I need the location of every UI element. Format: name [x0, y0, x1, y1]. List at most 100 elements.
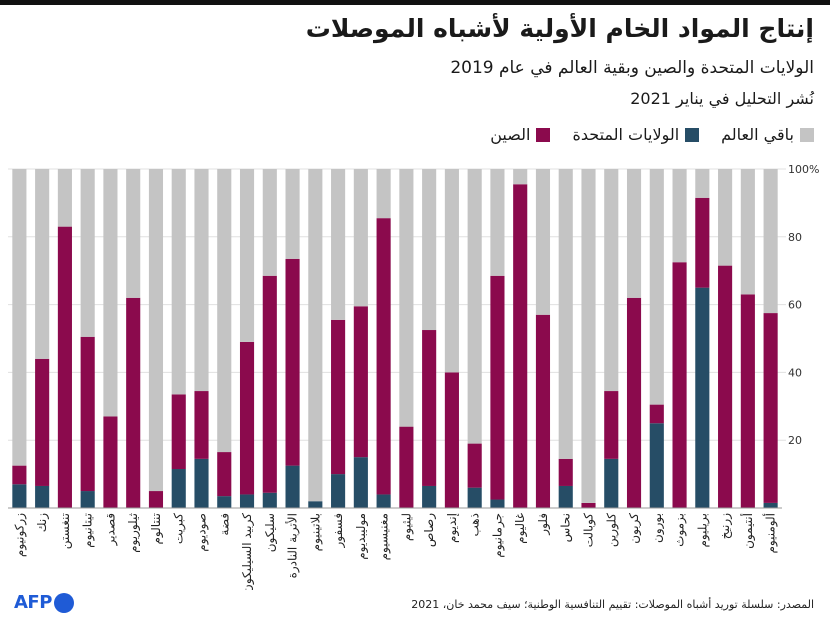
bar-segment-china: [353, 306, 368, 458]
bar-segment-china: [558, 458, 573, 486]
x-tick-label: رصاص: [422, 513, 437, 547]
bar-segment-rest: [12, 169, 27, 466]
bar-segment-rest: [422, 169, 437, 331]
bar-segment-rest: [581, 169, 596, 503]
bar-segment-usa: [12, 484, 27, 508]
bar-segment-china: [103, 416, 118, 508]
x-tick-label: ليثيوم: [399, 513, 414, 541]
legend-swatch-usa: [685, 127, 700, 142]
bar-segment-rest: [467, 169, 482, 444]
bar-segment-china: [148, 491, 164, 508]
x-tick-label: صوديوم: [195, 513, 210, 552]
bar-segment-usa: [194, 458, 209, 508]
bar-segment-rest: [718, 169, 733, 266]
bar-segment-usa: [695, 287, 710, 508]
bar-segment-china: [672, 262, 687, 508]
bar-segment-china: [285, 258, 300, 466]
bar-segment-usa: [331, 474, 346, 508]
bar-segment-china: [604, 391, 619, 459]
x-tick-label: أنتيمون: [740, 513, 756, 549]
bar-segment-china: [422, 330, 437, 486]
bar-segment-usa: [239, 494, 255, 508]
stacked-bar-chart: 20 40 60 80 100% زركونيوم زنك تنغستن تيتانيوم قصد…: [8, 163, 819, 590]
bar-segment-china: [626, 297, 642, 508]
bar-segment-china: [12, 465, 27, 485]
bar-segment-usa: [353, 457, 368, 508]
publication-note: نُشر التحليل في يناير 2021: [630, 89, 814, 108]
bar-segment-rest: [604, 169, 619, 392]
bar-segment-rest: [217, 169, 232, 453]
bar-segment-usa: [308, 501, 323, 508]
bar-segment-usa: [35, 485, 50, 508]
bar-segment-china: [217, 452, 232, 497]
bar-segment-usa: [80, 491, 95, 508]
bar-segment-china: [376, 218, 391, 495]
bar-segment-rest: [490, 169, 505, 276]
bar-segment-usa: [262, 492, 277, 508]
bar-segment-china: [467, 443, 482, 488]
bar-segment-rest: [239, 169, 255, 342]
bar-segment-rest: [558, 169, 573, 459]
top-rule: [0, 0, 830, 5]
bar-segment-china: [740, 294, 755, 508]
x-tick-label: غاليوم: [513, 513, 528, 544]
bar-segment-china: [239, 341, 255, 495]
y-tick-label: 20: [788, 434, 802, 447]
x-tick-label: ألومنيوم: [763, 513, 779, 554]
chart-title: إنتاج المواد الخام الأولية لأشباه الموصل…: [305, 14, 814, 43]
bar-segment-usa: [285, 465, 300, 508]
bar-segment-rest: [103, 169, 118, 417]
bar-segment-rest: [353, 169, 368, 307]
bar-segment-rest: [399, 169, 414, 427]
bar-segment-usa: [490, 499, 505, 508]
bar-segment-usa: [171, 469, 186, 508]
bar-segment-rest: [626, 169, 642, 298]
x-tick-label: تيتانيوم: [81, 513, 96, 548]
bar-segment-china: [57, 226, 72, 508]
bar-segment-china: [126, 297, 141, 508]
x-tick-label: كربون: [627, 513, 642, 544]
x-tick-label: مغنيسيوم: [377, 513, 392, 560]
x-tick-label: بزموث: [673, 513, 688, 547]
x-tick-label: زنك: [35, 513, 50, 532]
legend-item-china: الصين: [490, 125, 551, 144]
bar-segment-china: [581, 502, 596, 508]
bar-segment-rest: [57, 169, 72, 227]
bar-segment-china: [649, 404, 664, 424]
x-tick-label: قصدير: [103, 513, 118, 546]
bar-segment-china: [399, 426, 414, 508]
x-tick-label: نحاس: [559, 513, 574, 542]
bar-segment-rest: [80, 169, 95, 337]
bar-segment-rest: [444, 169, 459, 373]
legend-item-rest: باقي العالم: [721, 125, 814, 144]
legend-item-usa: الولايات المتحدة: [572, 125, 700, 144]
bar-segment-rest: [331, 169, 346, 320]
x-tick-label: ثيلوريوم: [126, 513, 141, 553]
bar-segment-rest: [376, 169, 391, 219]
bar-segment-usa: [558, 485, 573, 508]
bar-segment-rest: [262, 169, 277, 276]
bar-segment-china: [331, 319, 346, 475]
legend-label-usa: الولايات المتحدة: [572, 125, 680, 144]
legend-label-rest: باقي العالم: [721, 125, 794, 144]
x-tick-label: فضة: [217, 513, 231, 536]
bar-segment-usa: [467, 487, 482, 508]
bar-segment-china: [171, 394, 186, 470]
bar-segment-china: [444, 372, 459, 508]
x-tick-label: فلور: [536, 513, 551, 536]
x-tick-label: زركونيوم: [12, 513, 27, 557]
bar-segment-china: [262, 275, 277, 493]
x-tick-label: الأتربة النادرة: [285, 513, 301, 578]
bar-segment-rest: [285, 169, 300, 259]
x-tick-label: سليكون: [263, 513, 278, 552]
x-tick-label: تنغستن: [58, 513, 73, 549]
bar-segment-china: [763, 313, 778, 503]
bar-segment-china: [513, 184, 528, 508]
bar-segment-china: [535, 314, 551, 508]
bar-segment-usa: [763, 502, 778, 508]
y-tick-label: 80: [788, 231, 802, 244]
bar-segment-usa: [376, 494, 391, 508]
bar-segment-rest: [171, 169, 186, 395]
chart-legend: الصين الولايات المتحدة باقي العالم: [490, 125, 814, 144]
bar-segment-rest: [35, 169, 50, 359]
